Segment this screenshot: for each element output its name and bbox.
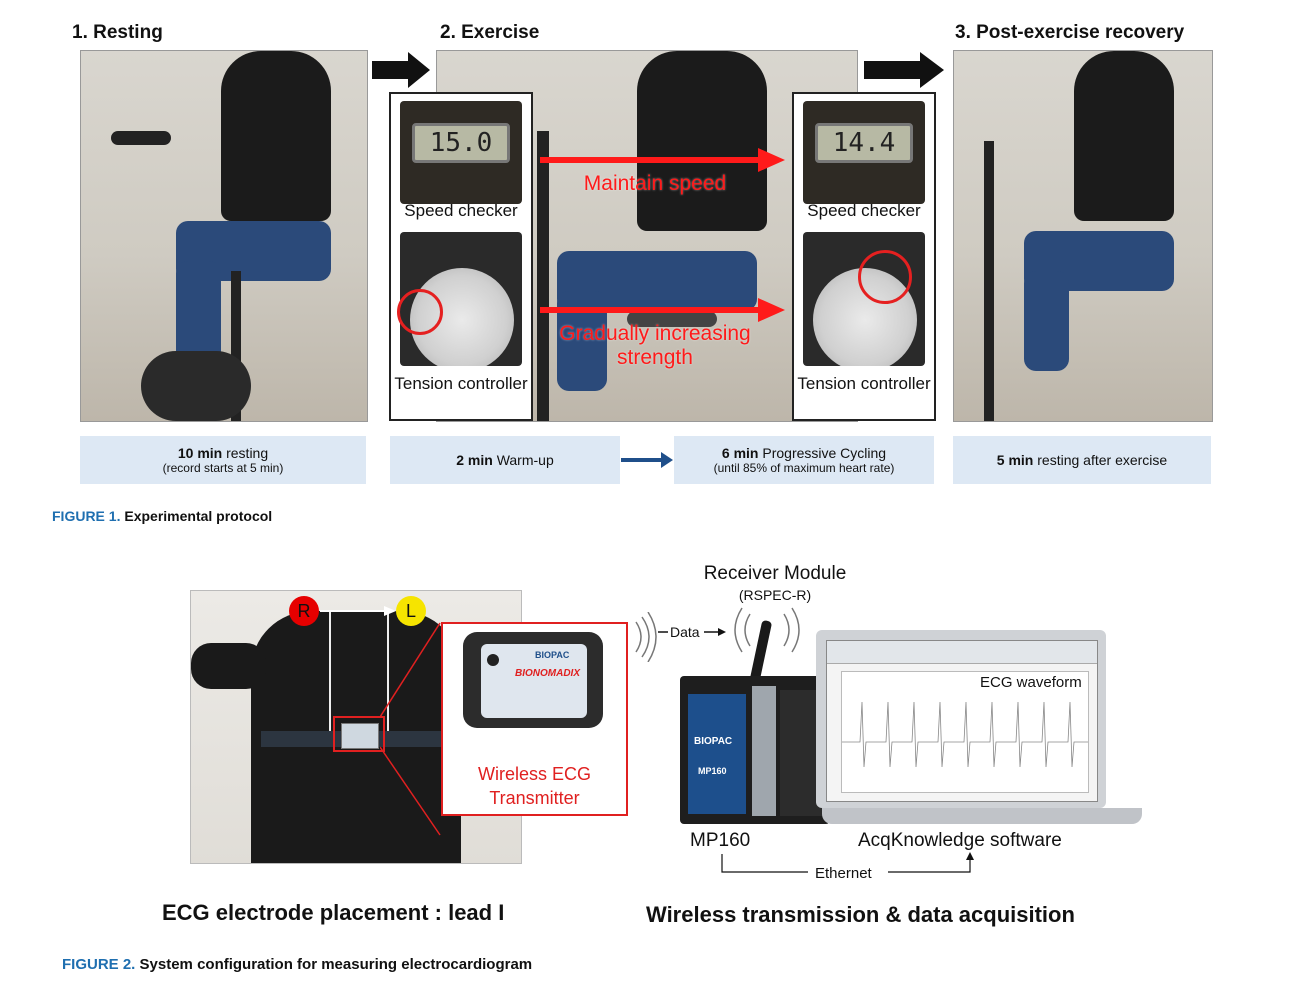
step-resting-note: (record starts at 5 min) [162, 461, 284, 475]
speed-checker-photo-left: 15.0 [400, 101, 522, 204]
step-warmup: 2 min Warm-up [390, 436, 620, 484]
transmitter-label: Wireless ECG Transmitter [477, 764, 591, 808]
figure-2-caption: FIGURE 2. System configuration for measu… [62, 956, 532, 973]
laptop-base [822, 808, 1142, 824]
electrode-arrow-icon [320, 606, 396, 616]
figure-1-caption-text: Experimental protocol [124, 508, 273, 524]
ecg-waveform-plot [842, 701, 1088, 768]
inset-panel-left: 15.0 Speed checker Tension controller [389, 92, 533, 421]
stage-arrow-1-icon [372, 52, 430, 88]
speed-checker-label-left: Speed checker [404, 201, 518, 220]
maintain-speed-label: Maintain speed [583, 172, 727, 195]
figure-1-caption: FIGURE 1. Experimental protocol [52, 508, 272, 524]
figure-2-caption-number: FIGURE 2. [62, 956, 136, 973]
transmitter-highlight-box [333, 716, 385, 752]
tension-controller-label-right: Tension controller [797, 374, 931, 393]
device-model: BIONOMADIX [515, 668, 580, 679]
step-recovery-text: resting after exercise [1033, 452, 1168, 468]
inset-panel-right: 14.4 Speed checker Tension controller [792, 92, 936, 421]
red-arrow-speed-icon [540, 148, 785, 172]
receiver-module-sub: (RSPEC-R) [738, 587, 812, 603]
ethernet-connector-icon [721, 852, 974, 873]
step-warmup-duration: 2 min [456, 452, 493, 468]
step-resting-duration: 10 min [177, 445, 223, 461]
electrode-r: R [289, 596, 319, 626]
step-recovery-duration: 5 min [996, 452, 1034, 468]
stage-title-resting: 1. Resting [72, 22, 163, 43]
data-dash-icon [658, 631, 668, 633]
figure-2-caption-text: System configuration for measuring elect… [139, 956, 533, 973]
data-label: Data [670, 624, 700, 640]
step-progressive-note: (until 85% of maximum heart rate) [713, 461, 895, 475]
electrode-l: L [396, 596, 426, 626]
red-arrow-strength-icon [540, 298, 785, 322]
laptop [816, 630, 1106, 808]
receiver-module-label: Receiver Module [703, 563, 847, 584]
wireless-waves-left-icon [635, 612, 657, 662]
gradually-increasing-label: Gradually increasing strength [559, 322, 751, 369]
mp160-badge: MP160 [698, 766, 727, 776]
tension-controller-photo-right [803, 232, 925, 366]
ecg-waveform-label: ECG waveform [976, 674, 1086, 691]
ethernet-label: Ethernet [815, 865, 872, 882]
stage-arrow-2-icon [864, 52, 944, 88]
acqknowledge-label: AcqKnowledge software [858, 830, 1062, 851]
step-warmup-text: Warm-up [492, 452, 554, 468]
zoom-connector-lines [380, 622, 441, 836]
transmitter-zoom-box: BIOPAC BIONOMADIX Wireless ECG Transmitt… [441, 622, 628, 816]
step-arrow-icon [621, 452, 673, 468]
tension-controller-label-left: Tension controller [394, 374, 528, 393]
stage-title-exercise: 2. Exercise [440, 22, 540, 43]
step-progressive-duration: 6 min [721, 445, 759, 461]
laptop-screen [826, 640, 1098, 802]
step-progressive-text: Progressive Cycling [758, 445, 887, 461]
figure-1-caption-number: FIGURE 1. [52, 508, 121, 524]
step-recovery: 5 min resting after exercise [953, 436, 1211, 484]
mp160-brand: BIOPAC [694, 736, 733, 747]
speed-readout-right: 14.4 [815, 123, 913, 163]
wireless-waves-receiver-icon [734, 607, 800, 653]
speed-readout-left: 15.0 [412, 123, 510, 163]
speed-checker-photo-right: 14.4 [803, 101, 925, 204]
speed-checker-label-right: Speed checker [807, 201, 921, 220]
step-resting-text: resting [222, 445, 269, 461]
mp160-label: MP160 [690, 830, 751, 851]
highlight-circle-right [858, 250, 912, 304]
recovery-photo [953, 50, 1213, 422]
highlight-circle-left [397, 289, 443, 335]
step-progressive: 6 min Progressive Cycling (until 85% of … [674, 436, 934, 484]
resting-photo [80, 50, 368, 422]
electrode-placement-heading: ECG electrode placement : lead I [162, 900, 505, 925]
mp160-unit: BIOPAC MP160 [680, 676, 830, 824]
wireless-transmission-heading: Wireless transmission & data acquisition [646, 902, 1075, 927]
device-brand: BIOPAC [535, 650, 570, 660]
data-arrow-icon [704, 628, 726, 636]
step-resting: 10 min resting (record starts at 5 min) [80, 436, 366, 484]
stage-title-recovery: 3. Post-exercise recovery [955, 22, 1185, 43]
